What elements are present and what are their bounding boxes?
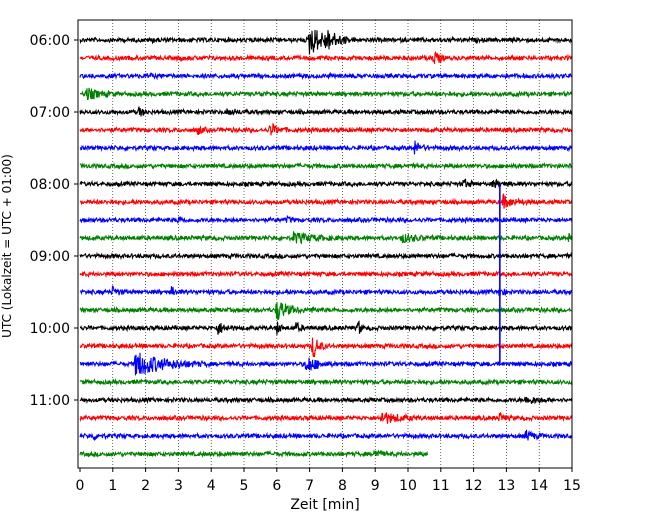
trace-9	[79, 192, 573, 209]
trace-2	[79, 71, 573, 81]
x-tick-label-1: 1	[108, 478, 117, 494]
trace-7	[79, 161, 573, 171]
trace-15	[79, 302, 573, 320]
y-tick-label-0: 06:00	[30, 33, 70, 49]
trace-21	[79, 412, 573, 424]
x-tick-label-7: 7	[305, 478, 314, 494]
trace-19	[79, 378, 573, 387]
x-tick-label-4: 4	[207, 478, 216, 494]
plot-frame	[77, 19, 573, 469]
trace-8	[79, 178, 573, 189]
y-tick-label-1: 07:00	[30, 105, 70, 121]
x-tick-label-8: 8	[338, 478, 347, 494]
trace-0	[79, 29, 573, 55]
x-tick-label-14: 14	[530, 478, 548, 494]
trace-6	[79, 140, 573, 155]
y-tick-label-3: 09:00	[30, 249, 70, 265]
x-axis-label: Zeit [min]	[290, 497, 359, 513]
x-tick-label-11: 11	[432, 478, 450, 494]
trace-16	[79, 320, 573, 335]
trace-5	[79, 122, 573, 136]
seismic-traces	[79, 29, 573, 459]
y-axis-ticks: 06:00 07:00 08:00 09:00 10:00 11:00	[30, 33, 78, 409]
trace-13	[79, 269, 573, 279]
trace-3	[80, 87, 573, 101]
trace-12	[79, 251, 573, 261]
x-tick-label-3: 3	[174, 478, 183, 494]
x-tick-label-6: 6	[272, 478, 281, 494]
y-tick-label-2: 08:00	[30, 177, 70, 193]
x-tick-label-2: 2	[141, 478, 150, 494]
trace-11	[79, 231, 573, 245]
y-tick-label-4: 10:00	[30, 321, 70, 337]
x-tick-label-15: 15	[563, 478, 581, 494]
y-axis-label: UTC (Lokalzeit = UTC + 01:00)	[0, 154, 14, 338]
x-tick-label-10: 10	[399, 478, 417, 494]
x-tick-label-9: 9	[371, 478, 380, 494]
trace-23	[79, 449, 429, 459]
y-tick-label-5: 11:00	[30, 393, 70, 409]
x-axis-ticks: 0 1 2 3 4 5 6 7 8 9 10 11 12 13 14 15	[76, 468, 581, 494]
x-tick-label-0: 0	[76, 478, 85, 494]
trace-17	[79, 337, 573, 358]
x-tick-label-12: 12	[465, 478, 483, 494]
trace-22	[79, 429, 573, 441]
trace-14	[79, 285, 573, 298]
trace-18	[79, 352, 573, 376]
trace-4	[79, 106, 573, 117]
x-tick-label-5: 5	[240, 478, 249, 494]
trace-1	[79, 50, 573, 64]
trace-20	[79, 395, 573, 405]
trace-10	[79, 215, 573, 225]
x-tick-label-13: 13	[497, 478, 515, 494]
